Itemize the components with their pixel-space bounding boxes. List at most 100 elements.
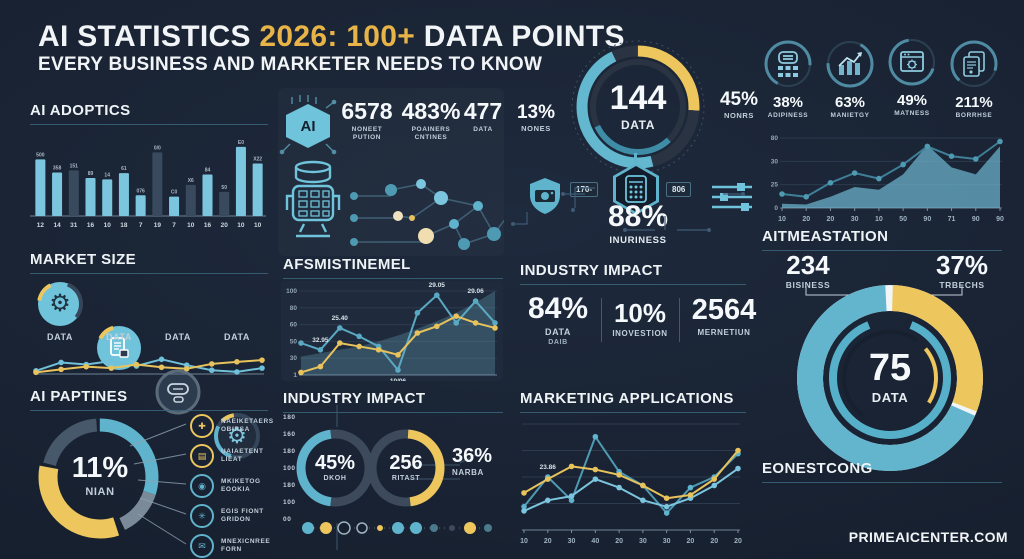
svg-text:20: 20 [734,538,742,545]
top-right-stat-1: 38% ADIPINESS [761,40,815,120]
stat-value: 45% [719,89,759,110]
stat-value: 36% [452,445,493,467]
svg-text:500: 500 [36,152,45,158]
stat-value: 2564 [691,294,757,326]
section-title: AI PAPTINES [30,388,128,405]
svg-text:31: 31 [70,222,78,229]
stat-label: NARBA [452,468,484,477]
market-size-label-1: DATA [46,332,74,342]
legend-line2: EOOKIA [221,486,251,493]
section-industry-impact-mid: INDUSTRY IMPACT [283,390,503,413]
svg-text:18: 18 [120,222,128,229]
svg-text:10: 10 [254,222,262,229]
svg-text:10: 10 [104,222,112,229]
stat-value: 234 [786,250,830,280]
stat-label: POAINERS [411,126,451,133]
page-title: AI STATISTICS 2026: 100+ DATA POINTS [38,20,625,54]
section-ai-paptines: AI PAPTINES [30,388,268,411]
axis-label: 180 [283,448,296,455]
svg-text:10/06: 10/06 [390,378,407,381]
calculator-pendant-icon [613,153,659,215]
stat-value: 49% [896,92,928,109]
svg-text:19: 19 [154,222,162,229]
biz-left-stat: 234 BISINESS [768,252,848,291]
chip-stat-1: 6578 NONEET PUTION [338,100,396,142]
market-size-item-2 [96,325,142,371]
ai-chip-icon: AI [279,95,337,155]
stat-value: 37% [935,250,989,280]
legend-line2: FORN [221,546,242,553]
section-title: AFSMISTINEMEL [283,256,411,273]
market-size-item-3 [155,369,201,415]
gauge-tag-left: 170- [570,182,599,197]
divider [30,410,268,411]
svg-text:076: 076 [136,188,145,194]
axis-label: 00 [283,516,292,523]
svg-text:7: 7 [139,222,143,229]
stat-value: 38% [772,94,804,111]
divider [283,412,503,413]
market-size-label-2: DATA [105,332,133,342]
legend-line1: EGIS FIONT [221,507,264,515]
arc-decoration [35,279,85,329]
section-industry-impact-right: INDUSTRY IMPACT [520,262,746,285]
svg-text:29.05: 29.05 [429,282,446,289]
svg-text:10: 10 [875,216,883,223]
market-size-label-4: DATA [223,332,251,342]
svg-text:10: 10 [520,538,528,545]
calculator-icon [625,175,647,203]
stat-value: 477 [463,98,503,124]
documents-icon [963,51,985,77]
svg-text:0: 0 [774,205,778,212]
impact-stat-3: 2564 MERNETIUN [682,296,766,338]
axis-label: 180 [283,482,296,489]
stat-value: 63% [834,94,866,111]
svg-text:C0: C0 [171,190,178,196]
gauge-left-stat: 13% NONES [505,103,567,133]
chat-icon [167,383,189,403]
svg-text:50: 50 [221,185,227,191]
svg-text:90: 90 [923,216,931,223]
axis-label: 100 [283,465,296,472]
svg-text:61: 61 [121,166,127,172]
paptines-legend-item-4: ✳ EGIS FIONT GRIDON [190,504,274,528]
stat-label: DATA [544,327,572,337]
stat-value: 483% [401,98,461,124]
gauge-tag-right: 806 [666,182,692,197]
svg-text:12: 12 [37,222,45,229]
svg-text:84: 84 [205,168,211,174]
stat-value: 6578 [341,98,393,124]
title-highlight: 2026: 100+ [259,20,416,53]
svg-text:7: 7 [172,222,176,229]
gear-outline-icon: ⚙ [227,423,247,448]
aitmeastation-area-chart: 80 30 25 0 10 20 20 30 10 50 90 71 90 90 [762,128,1008,226]
stat-label: MERNETIUN [697,328,751,337]
svg-text:16: 16 [204,222,212,229]
market-size-label-3: DATA [164,332,192,342]
market-size-item-1: ⚙ [35,279,85,329]
chip-stat-2: 483% POAINERS CNTINES [400,100,462,142]
svg-text:20: 20 [827,216,835,223]
stat-value: 84% [527,292,589,325]
title-part-2: DATA POINTS [415,20,625,53]
gauge-right-stat: 45% NONRS [708,90,770,120]
divider [30,124,268,125]
svg-text:20: 20 [802,216,810,223]
svg-text:25.40: 25.40 [332,315,349,322]
divider [762,482,1002,483]
chip-stat-3: 477 DATA [462,100,504,134]
svg-text:X6: X6 [188,178,194,184]
top-right-stat-2: 63% MANIETGY [823,40,877,120]
impact-side-stat: 36% NARBA [452,446,504,478]
stat-label: MANIETGY [830,112,870,119]
svg-text:14: 14 [53,222,61,229]
market-size-item-4: ⚙ [214,413,260,459]
svg-text:25: 25 [771,182,779,189]
stat-label: INOVESTION [612,329,668,338]
divider [520,412,746,413]
axis-label: 180 [283,414,296,421]
section-marketing-applications: MARKETING APPLICATIONS [520,390,746,413]
legend-line1: MKIKETOG [221,477,261,485]
website-url: PRIMEAICENTER.COM [848,529,1008,545]
stat-value: 211% [955,94,993,111]
